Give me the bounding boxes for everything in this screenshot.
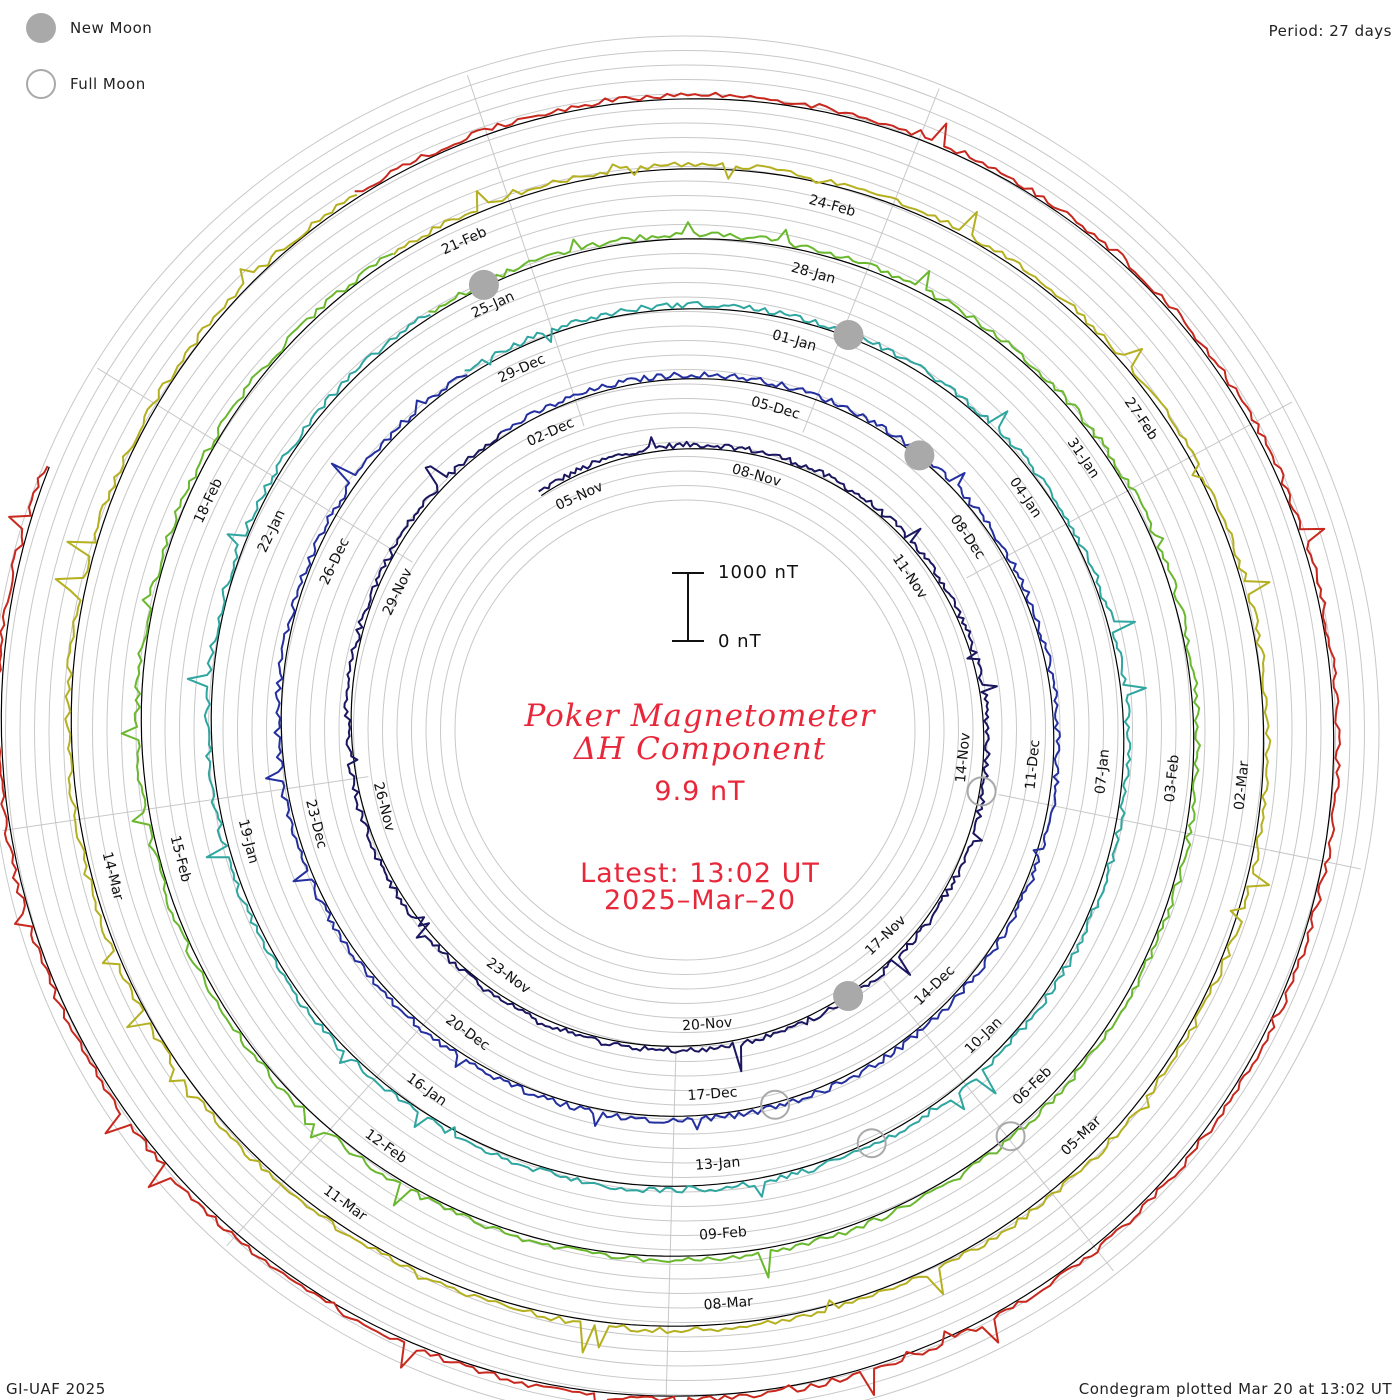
scale-bottom-label: 0 nT <box>718 631 762 652</box>
grid-ring <box>237 282 1133 1178</box>
series-trace <box>265 371 1061 1131</box>
footer-plotted: Condegram plotted Mar 20 at 13:02 UT <box>1078 1380 1392 1398</box>
footer-credit: GI-UAF 2025 <box>6 1380 106 1398</box>
full-moon-marker <box>966 776 997 807</box>
grid-ring <box>440 485 930 975</box>
grid-ring <box>92 137 1278 1323</box>
date-label: 07-Jan <box>1092 748 1112 795</box>
grid-spoke <box>2 776 369 832</box>
grid-ring <box>63 108 1307 1352</box>
series-trace <box>54 161 1272 1354</box>
date-label: 17-Dec <box>687 1084 738 1104</box>
grid-ring <box>353 398 1017 1062</box>
latest-time: Latest: 13:02 UT <box>580 858 820 889</box>
grid-ring <box>5 50 1365 1400</box>
date-label: 10-Jan <box>962 1014 1006 1057</box>
grid-ring <box>266 311 1104 1149</box>
grid-ring <box>425 470 945 990</box>
grid-spoke <box>665 1049 677 1400</box>
full-moon-marker <box>856 1128 887 1159</box>
grid-spoke <box>466 75 585 427</box>
scale-top-label: 1000 nT <box>718 562 799 583</box>
grid-ring <box>179 224 1191 1236</box>
date-label: 02-Mar <box>1232 760 1253 811</box>
grid-ring <box>396 441 974 1019</box>
current-value: 9.9 nT <box>654 776 746 807</box>
grid-ring <box>309 354 1061 1106</box>
baseline-path <box>0 98 1335 1397</box>
date-label: 18-Feb <box>191 476 226 526</box>
grid-ring <box>338 383 1032 1077</box>
new-moon-marker <box>833 981 864 1011</box>
legend-full-moon: Full Moon <box>26 69 146 99</box>
chart-title-line1: Poker Magnetometer <box>524 698 876 734</box>
grid-ring <box>411 456 959 1004</box>
grid-ring <box>150 195 1220 1265</box>
date-label: 05-Mar <box>1058 1113 1105 1159</box>
date-label: 08-Dec <box>947 512 988 562</box>
new-moon-label: New Moon <box>70 19 153 37</box>
full-moon-marker <box>760 1089 791 1120</box>
date-label: 13-Jan <box>695 1154 741 1173</box>
grid-ring <box>77 122 1293 1338</box>
legend-new-moon: New Moon <box>26 13 152 43</box>
full-moon-icon <box>26 69 56 99</box>
date-label: 02-Dec <box>525 415 577 450</box>
new-moon-marker <box>468 269 499 300</box>
date-label: 28-Jan <box>789 260 837 288</box>
grid-spoke <box>802 88 940 433</box>
grid-ring <box>135 180 1235 1280</box>
series-rotation-6 <box>0 91 1341 1400</box>
latest-date: 2025–Mar–20 <box>603 885 796 916</box>
grid-ring <box>164 209 1206 1251</box>
full-moon-label: Full Moon <box>70 75 146 93</box>
grid-ring <box>222 267 1148 1193</box>
full-moon-marker <box>995 1121 1026 1152</box>
moon-markers <box>468 269 1026 1159</box>
date-label: 04-Jan <box>1006 475 1045 521</box>
grid-ring <box>367 412 1003 1048</box>
date-label: 20-Nov <box>682 1015 733 1035</box>
grid-ring <box>324 369 1046 1091</box>
grid-spoke <box>966 401 1293 579</box>
period-label: Period: 27 days <box>1268 22 1392 40</box>
grid-ring <box>121 166 1249 1294</box>
date-label: 11-Dec <box>1023 739 1044 790</box>
date-label: 08-Mar <box>703 1294 754 1314</box>
date-label: 09-Feb <box>699 1224 748 1244</box>
spiral-baseline <box>0 98 1335 1397</box>
new-moon-icon <box>26 13 56 43</box>
date-label: 29-Dec <box>496 351 548 386</box>
scale-bar <box>672 572 704 642</box>
new-moon-marker <box>833 320 864 350</box>
date-label: 20-Dec <box>442 1012 492 1054</box>
grid-ring <box>19 64 1351 1396</box>
date-label: 26-Dec <box>317 536 353 588</box>
grid-ring <box>0 35 1380 1400</box>
grid-spoke <box>97 367 413 563</box>
date-label: 29-Nov <box>380 566 416 618</box>
date-label: 21-Feb <box>439 224 489 258</box>
date-label: 14-Nov <box>953 732 974 784</box>
chart-title-line2: ΔH Component <box>573 731 827 767</box>
date-label: 03-Feb <box>1162 754 1183 803</box>
grid-spoke <box>226 968 473 1247</box>
grid-ring <box>251 296 1119 1164</box>
grid-ring <box>34 79 1336 1381</box>
series-trace <box>186 301 1147 1198</box>
grid-ring <box>454 499 916 961</box>
series-trace <box>120 221 1201 1279</box>
grid-spoke <box>998 794 1362 870</box>
date-label: 05-Dec <box>749 394 801 423</box>
new-moon-marker <box>904 440 935 471</box>
series-trace <box>0 91 1341 1400</box>
